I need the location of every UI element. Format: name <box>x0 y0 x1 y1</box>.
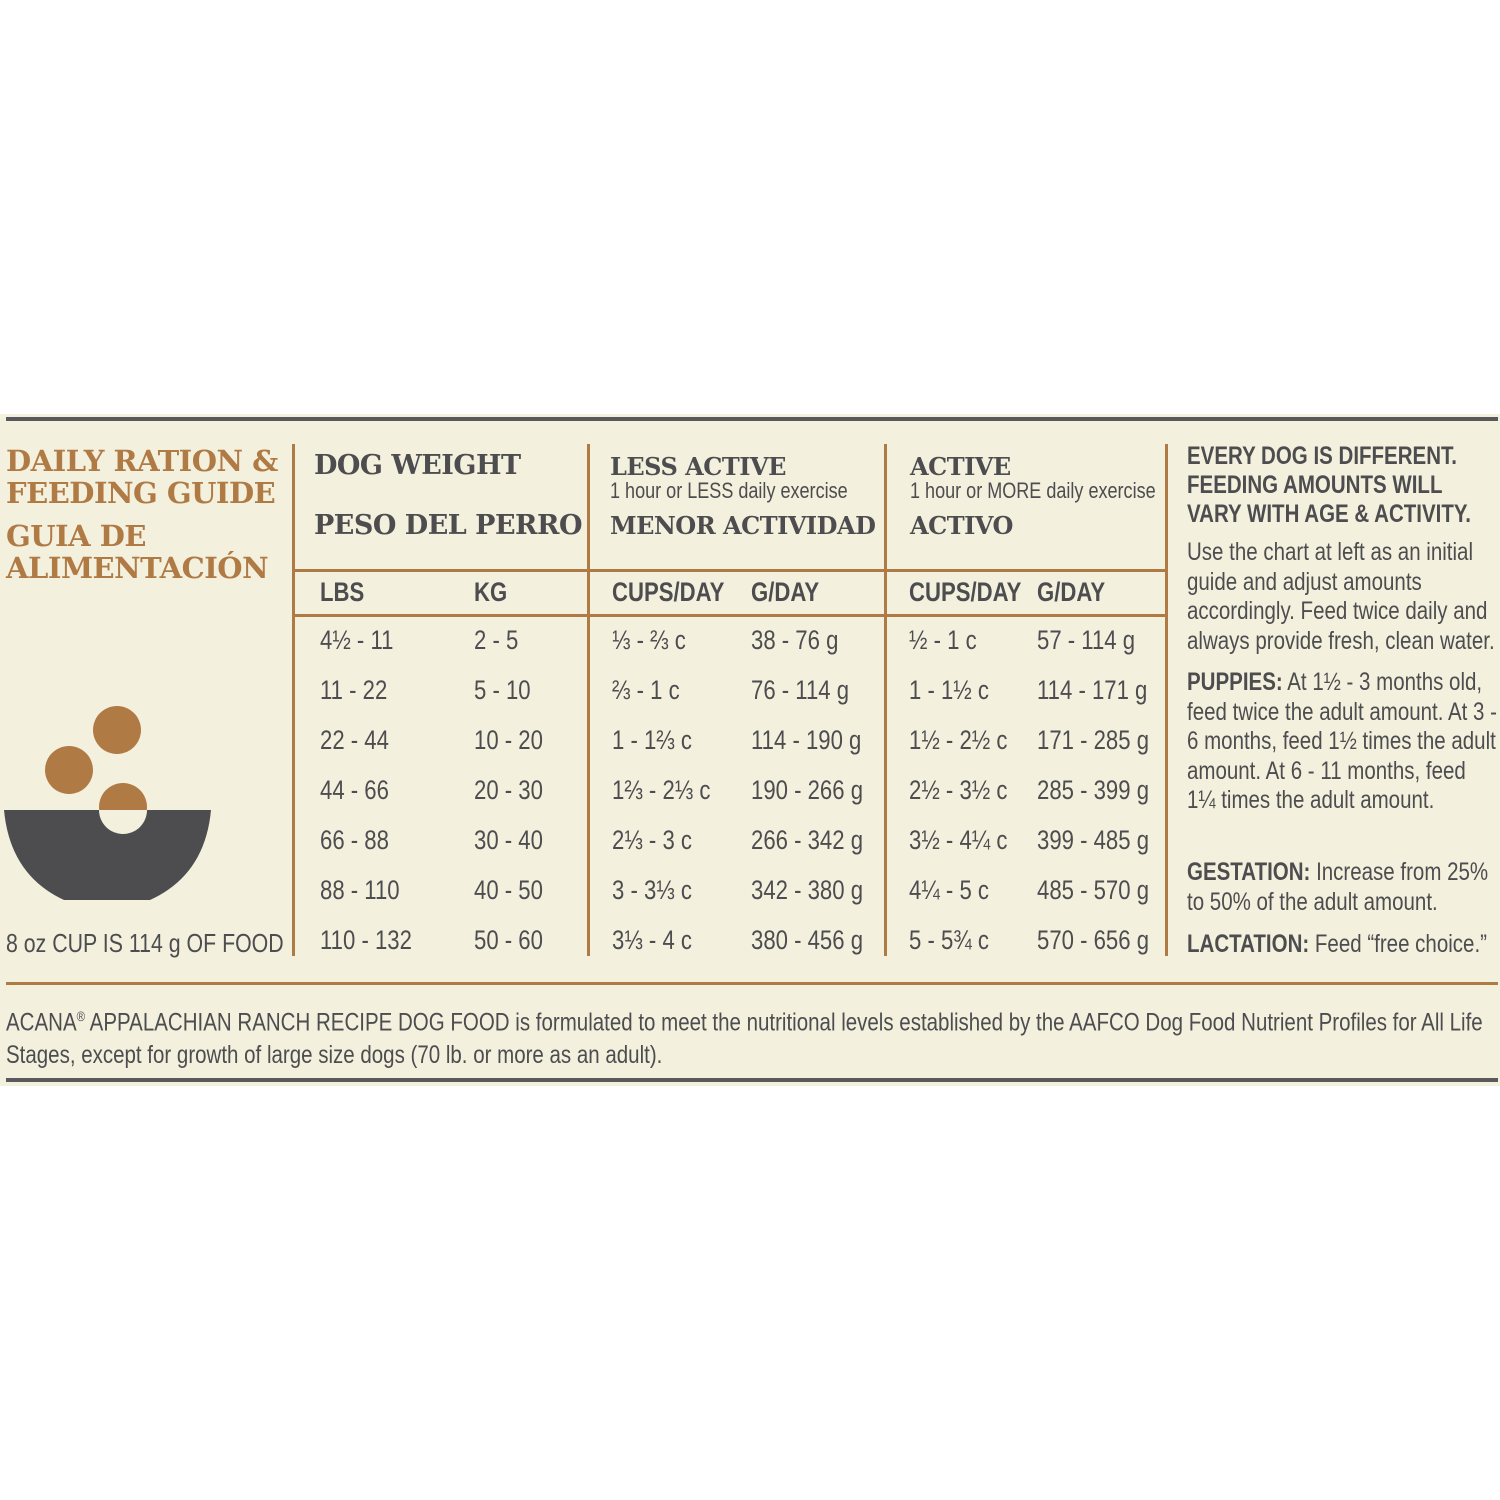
table-cell: 66 - 88 <box>320 825 389 855</box>
bottom-divider <box>6 1078 1498 1082</box>
table-cell: 3½ - 4¼ c <box>909 825 1008 855</box>
table-cell: 30 - 40 <box>474 825 543 855</box>
table-cell: 1⅔ - 2⅓ c <box>612 775 711 805</box>
table-cell: 76 - 114 g <box>751 675 850 705</box>
side-heading: EVERY DOG IS DIFFERENT. FEEDING AMOUNTS W… <box>1187 442 1500 529</box>
less-active-title: LESS ACTIVE <box>610 452 786 481</box>
table-cell: 485 - 570 g <box>1037 875 1150 905</box>
table-cell: 110 - 132 <box>320 925 412 955</box>
table-cell: 3⅓ - 4 c <box>612 925 692 955</box>
puppies-label: PUPPIES: <box>1187 668 1283 696</box>
gestation-text: Increase from 25% to 50% of the adult am… <box>1187 858 1489 916</box>
heading-line: VARY WITH AGE & ACTIVITY. <box>1187 500 1471 528</box>
column-header: CUPS/DAY <box>612 577 725 607</box>
title-line: FEEDING GUIDE <box>6 476 276 510</box>
lactation-label: LACTATION: <box>1187 930 1310 958</box>
title-line: DAILY RATION & <box>6 444 278 478</box>
table-cell: ½ - 1 c <box>909 625 977 655</box>
table-cell: 5 - 10 <box>474 675 531 705</box>
table-cell: 1 - 1⅔ c <box>612 725 692 755</box>
table-cell: ⅓ - ⅔ c <box>612 625 686 655</box>
table-cell: 20 - 30 <box>474 775 543 805</box>
footer-text: APPALACHIAN RANCH RECIPE DOG FOOD is for… <box>6 1008 1483 1070</box>
puppies-text: At 1½ - 3 months old, feed twice the adu… <box>1187 668 1497 814</box>
table-cell: ⅔ - 1 c <box>612 675 680 705</box>
table-cell: 380 - 456 g <box>751 925 864 955</box>
lactation-text: Feed “free choice.” <box>1309 930 1487 958</box>
table-cell: 44 - 66 <box>320 775 389 805</box>
active-subtitle: 1 hour or MORE daily exercise <box>910 478 1156 503</box>
table-cell: 114 - 190 g <box>751 725 862 755</box>
side-intro: Use the chart at left as an initial guid… <box>1187 538 1495 655</box>
table-cell: 4½ - 11 <box>320 625 394 655</box>
table-cell: 38 - 76 g <box>751 625 839 655</box>
table-cell: 10 - 20 <box>474 725 543 755</box>
table-cell: 4¼ - 5 c <box>909 875 989 905</box>
column-divider <box>1165 444 1168 956</box>
active-title: ACTIVE <box>910 452 1011 481</box>
column-header: LBS <box>320 577 365 607</box>
table-cell: 57 - 114 g <box>1037 625 1136 655</box>
table-cell: 1½ - 2½ c <box>909 725 1008 755</box>
table-cell: 114 - 171 g <box>1037 675 1148 705</box>
table-cell: 399 - 485 g <box>1037 825 1150 855</box>
top-divider <box>6 417 1498 421</box>
table-cell: 1 - 1½ c <box>909 675 989 705</box>
column-header: G/DAY <box>1037 577 1106 607</box>
table-cell: 342 - 380 g <box>751 875 864 905</box>
column-divider <box>587 444 590 956</box>
column-header: CUPS/DAY <box>909 577 1022 607</box>
brand-name: ACANA <box>6 1008 77 1037</box>
side-gestation: GESTATION: Increase from 25% to 50% of t… <box>1187 858 1500 917</box>
table-cell: 11 - 22 <box>320 675 388 705</box>
table-cell: 266 - 342 g <box>751 825 864 855</box>
feeding-guide-panel <box>0 414 1500 1086</box>
less-active-title-es: MENOR ACTIVIDAD <box>610 511 876 540</box>
table-cell: 171 - 285 g <box>1037 725 1150 755</box>
column-header: G/DAY <box>751 577 820 607</box>
less-active-subtitle: 1 hour or LESS daily exercise <box>610 478 848 503</box>
table-cell: 50 - 60 <box>474 925 543 955</box>
dog-weight-title: DOG WEIGHT <box>314 450 521 481</box>
table-cell: 2⅓ - 3 c <box>612 825 692 855</box>
column-divider <box>292 444 295 956</box>
column-divider <box>884 444 887 956</box>
title-line: GUIA DE <box>6 519 146 553</box>
side-lactation: LACTATION: Feed “free choice.” <box>1187 930 1500 960</box>
gestation-label: GESTATION: <box>1187 858 1311 886</box>
table-cell: 570 - 656 g <box>1037 925 1150 955</box>
food-bowl-icon <box>4 706 211 900</box>
registered-mark: ® <box>76 1008 86 1024</box>
table-cell: 190 - 266 g <box>751 775 864 805</box>
column-header-divider <box>293 614 1168 617</box>
header-divider <box>293 569 1168 572</box>
table-cell: 22 - 44 <box>320 725 389 755</box>
table-cell: 3 - 3⅓ c <box>612 875 692 905</box>
table-cell: 40 - 50 <box>474 875 543 905</box>
table-cell: 88 - 110 <box>320 875 400 905</box>
heading-line: EVERY DOG IS DIFFERENT. <box>1187 442 1457 470</box>
footer-divider <box>6 982 1498 985</box>
column-header: KG <box>474 577 508 607</box>
guide-title: DAILY RATION & FEEDING GUIDE GUIA DE ALI… <box>6 445 278 584</box>
active-title-es: ACTIVO <box>910 511 1013 540</box>
table-cell: 5 - 5¾ c <box>909 925 989 955</box>
table-cell: 2½ - 3½ c <box>909 775 1008 805</box>
table-cell: 285 - 399 g <box>1037 775 1150 805</box>
footer-statement: ACANA® APPALACHIAN RANCH RECIPE DOG FOOD… <box>6 1000 1500 1072</box>
table-cell: 2 - 5 <box>474 625 519 655</box>
dog-weight-title-es: PESO DEL PERRO <box>314 510 582 541</box>
heading-line: FEEDING AMOUNTS WILL <box>1187 471 1443 499</box>
side-puppies: PUPPIES: At 1½ - 3 months old, feed twic… <box>1187 668 1500 816</box>
cup-note: 8 oz CUP IS 114 g OF FOOD <box>6 928 284 958</box>
title-line: ALIMENTACIÓN <box>6 551 269 585</box>
